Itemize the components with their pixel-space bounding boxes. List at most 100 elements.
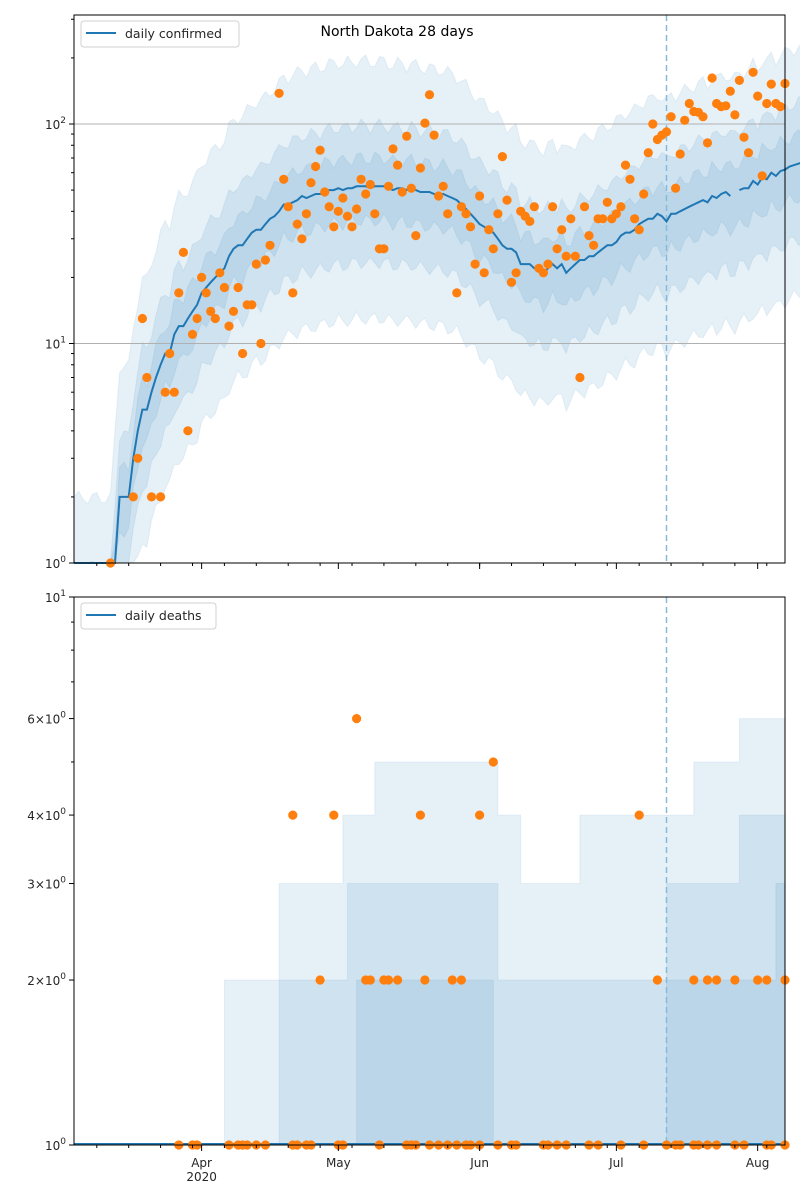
confirmed-point [260,255,270,265]
deaths-point [415,810,425,820]
confirmed-point [470,259,480,269]
confirmed-point [529,202,539,212]
confirmed-point [183,426,193,436]
confirmed-point [420,118,430,128]
legend-label-deaths: daily deaths [125,608,202,623]
top-gridlines [74,123,785,344]
deaths-point [329,810,339,820]
confirmed-point [352,204,362,214]
confirmed-point [643,148,653,158]
confirmed-point [292,219,302,229]
deaths-point [352,714,362,724]
confirmed-point [497,152,507,162]
confirmed-point [725,86,735,96]
confirmed-point [634,225,644,235]
deaths-point [702,975,713,985]
confirmed-point [137,313,147,324]
confirmed-uncertainty-bands [73,43,800,564]
confirmed-point [488,244,498,254]
confirmed-point [548,202,558,212]
confirmed-point [388,144,398,154]
confirmed-point [502,195,512,205]
confirmed-point [661,127,672,137]
chart-title: North Dakota 28 days [321,24,474,40]
deaths-point [689,975,699,985]
confirmed-point [566,214,576,224]
confirmed-point [484,225,494,235]
confirmed-point [525,216,535,226]
confirmed-point [342,211,353,221]
confirmed-point [411,231,421,241]
confirmed-point [461,209,471,219]
confirmed-point [301,209,311,219]
confirmed-point [174,288,184,298]
y-tick-label: 102 [45,116,66,132]
legend-label-confirmed: daily confirmed [125,26,222,41]
confirmed-point [288,288,298,298]
confirmed-point [575,372,585,383]
confirmed-point [743,148,754,158]
confirmed-point [630,214,640,224]
confirmed-point [680,115,690,125]
confirmed-point [206,306,216,316]
confirmed-point [543,259,553,269]
confirmed-point [734,75,745,85]
confirmed-point [128,492,138,502]
confirmed-point [557,225,567,235]
confirmed-point [146,492,157,502]
confirmed-point [215,268,225,278]
confirmed-band-outer [73,43,800,564]
confirmed-point [402,131,412,141]
confirmed-point [283,202,293,212]
x-tick-label: Apr [191,1156,212,1170]
confirmed-point [397,187,407,197]
confirmed-point [338,193,348,203]
deaths-point [315,975,325,985]
confirmed-point [452,288,462,298]
deaths-point [634,810,644,820]
confirmed-point [698,112,708,122]
confirmed-point [178,247,188,257]
x-tick-label: Aug [746,1156,769,1170]
x-tick-year-label: 2020 [186,1170,217,1184]
confirmed-point [648,119,658,129]
confirmed-point [443,209,453,219]
confirmed-point [187,329,198,339]
deaths-point [753,975,763,985]
confirmed-point [438,181,448,191]
confirmed-point [311,161,321,172]
deaths-point [712,975,722,985]
confirmed-point [169,387,179,397]
confirmed-point [538,268,549,278]
deaths-point [383,975,394,985]
confirmed-point [616,202,626,212]
confirmed-point [684,98,694,109]
confirmed-point [465,222,476,232]
confirmed-point [666,112,676,122]
confirmed-point [365,179,375,190]
confirmed-point [429,130,439,140]
top-axes-frame [73,14,786,564]
confirmed-point [165,348,175,359]
confirmed-point [552,244,562,254]
confirmed-point [589,240,599,250]
deaths-point [652,975,663,985]
confirmed-point [762,98,772,109]
confirmed-point [361,189,371,199]
deaths-point [475,810,485,820]
confirmed-point [434,191,444,201]
confirmed-point [210,313,220,324]
deaths-point [447,975,457,985]
confirmed-point [370,209,380,219]
bottom-axes-frame [73,596,786,1146]
confirmed-point [561,251,571,261]
deaths-point [762,975,772,985]
confirmed-point [475,191,485,201]
confirmed-point [192,313,202,324]
top-y-axis: 100 101 102 [45,18,74,571]
confirmed-point [379,244,389,254]
confirmed-point [256,338,266,349]
